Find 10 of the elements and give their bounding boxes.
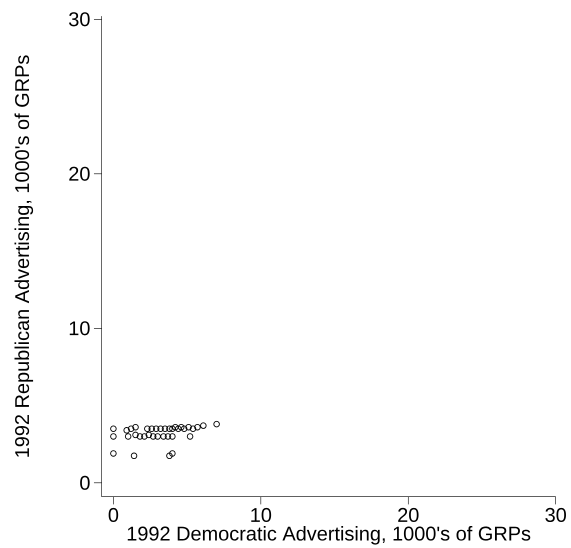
y-tick-label: 0: [80, 476, 90, 490]
x-tick-label: 30: [545, 508, 566, 522]
x-tick-label: 20: [398, 508, 419, 522]
y-tick-label: 30: [69, 12, 90, 26]
x-tick-label: 0: [108, 508, 118, 522]
x-tick-label: 10: [251, 508, 272, 522]
y-tick-label: 10: [70, 321, 90, 336]
x-axis-title: 1992 Democratic Advertising, 1000's of GRPs: [128, 526, 530, 545]
y-tick-label: 20: [69, 166, 90, 181]
y-axis-title: 1992 Republican Advertising, 1000's of GRPs: [14, 55, 34, 457]
